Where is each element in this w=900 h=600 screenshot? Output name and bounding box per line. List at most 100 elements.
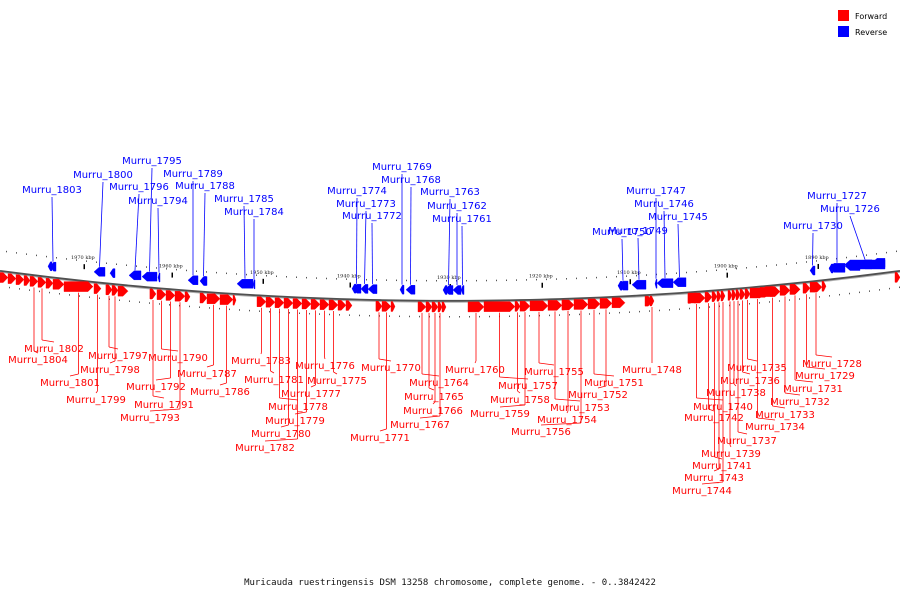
minor-tick-bottom xyxy=(799,298,800,300)
minor-tick-top xyxy=(216,271,217,274)
reverse-gene-arrow xyxy=(617,280,629,291)
minor-tick-top xyxy=(16,252,17,254)
minor-tick-bottom xyxy=(819,296,820,298)
forward-gene-arrow xyxy=(265,297,276,308)
forward-gene-arrow xyxy=(437,301,443,313)
reverse-gene-arrow xyxy=(443,285,454,295)
forward-gene-arrow xyxy=(283,297,294,309)
minor-tick-top xyxy=(126,264,127,266)
minor-tick-bottom xyxy=(159,303,160,305)
minor-tick-top xyxy=(826,259,827,261)
minor-tick-bottom xyxy=(229,308,230,311)
forward-gene-arrow xyxy=(720,290,726,302)
forward-gene-arrow xyxy=(727,290,733,301)
minor-tick-bottom xyxy=(519,315,520,317)
reverse-gene-arrow xyxy=(809,265,816,276)
minor-tick-top xyxy=(806,261,807,263)
minor-tick-top xyxy=(696,271,697,273)
minor-tick-top xyxy=(106,262,107,264)
minor-tick-bottom xyxy=(829,295,830,297)
minor-tick-top xyxy=(26,253,27,255)
minor-tick-bottom xyxy=(749,303,750,305)
forward-gene-leader xyxy=(757,417,776,421)
minor-tick-top xyxy=(476,279,477,282)
minor-tick-bottom xyxy=(129,300,130,302)
minor-tick-bottom xyxy=(59,293,60,295)
forward-gene-leader xyxy=(280,424,289,428)
forward-gene-leader xyxy=(538,362,555,366)
forward-gene-leader xyxy=(701,481,724,485)
reverse-gene-leader xyxy=(677,223,680,278)
forward-gene-label: Murru_1782 xyxy=(235,443,295,454)
forward-gene-leader xyxy=(333,371,338,375)
minor-tick-bottom xyxy=(49,291,50,294)
minor-tick-top xyxy=(576,277,577,280)
minor-tick-top xyxy=(896,250,897,253)
forward-gene-leader xyxy=(733,383,737,387)
minor-tick-bottom xyxy=(459,315,460,318)
minor-tick-bottom xyxy=(649,310,650,312)
forward-gene-arrow xyxy=(431,301,439,313)
forward-gene-label: Murru_1733 xyxy=(755,410,815,421)
reverse-gene-leader xyxy=(448,198,451,286)
minor-tick-bottom xyxy=(199,306,200,308)
forward-gene-leader xyxy=(747,358,758,362)
forward-gene-label: Murru_1739 xyxy=(701,449,761,460)
minor-tick-top xyxy=(816,260,817,262)
reverse-gene-label: Murru_1761 xyxy=(432,214,492,225)
reverse-gene-arrow xyxy=(141,271,158,282)
reverse-gene-arrow xyxy=(199,276,208,286)
minor-tick-bottom xyxy=(589,313,590,315)
forward-gene-arrow xyxy=(199,292,208,304)
reverse-gene-label: Murru_1747 xyxy=(626,186,686,197)
minor-tick-top xyxy=(796,262,797,264)
forward-gene-arrow xyxy=(483,301,516,312)
forward-gene-label: Murru_1738 xyxy=(706,388,766,399)
major-tick xyxy=(541,282,543,288)
minor-tick-top xyxy=(136,265,137,267)
forward-gene-label: Murru_1801 xyxy=(40,378,100,389)
minor-tick-bottom xyxy=(529,315,530,317)
reverse-gene-arrow xyxy=(351,284,362,294)
forward-gene-arrow xyxy=(467,301,485,313)
minor-tick-bottom xyxy=(809,297,810,299)
minor-tick-top xyxy=(186,269,187,272)
forward-gene-leader xyxy=(219,382,227,386)
forward-gene-label: Murru_1776 xyxy=(295,361,355,372)
forward-gene-label: Murru_1759 xyxy=(470,409,530,420)
minor-tick-top xyxy=(436,279,437,282)
forward-gene-arrow xyxy=(529,300,549,312)
forward-gene-leader xyxy=(708,408,715,412)
forward-gene-arrow xyxy=(0,272,9,283)
forward-gene-leader xyxy=(742,371,751,375)
forward-legend-swatch xyxy=(838,10,849,21)
reverse-gene-label: Murru_1774 xyxy=(327,186,387,197)
forward-gene-arrow xyxy=(345,300,353,311)
major-tick xyxy=(726,272,728,278)
forward-gene-arrow xyxy=(23,275,31,286)
minor-tick-top xyxy=(406,279,407,282)
forward-gene-arrow xyxy=(561,299,575,311)
minor-tick-top xyxy=(466,279,467,282)
minor-tick-top xyxy=(176,268,177,271)
minor-tick-top xyxy=(456,279,457,282)
minor-tick-top xyxy=(636,274,637,277)
minor-tick-bottom xyxy=(269,310,270,313)
reverse-gene-arrow xyxy=(187,275,199,285)
genome-caption: Muricauda ruestringensis DSM 13258 chrom… xyxy=(244,578,656,588)
minor-tick-bottom xyxy=(889,287,890,290)
forward-gene-leader xyxy=(378,358,392,362)
forward-gene-arrow xyxy=(45,278,54,289)
forward-gene-leader xyxy=(33,350,39,354)
forward-legend-label: Forward xyxy=(855,12,887,21)
forward-gene-arrow xyxy=(337,300,347,311)
forward-gene-arrow xyxy=(165,290,176,301)
minor-tick-top xyxy=(766,265,767,267)
reverse-gene-label: Murru_1762 xyxy=(427,201,487,212)
reverse-gene-leader xyxy=(371,222,373,285)
reverse-gene-label: Murru_1749 xyxy=(608,226,668,237)
forward-gene-label: Murru_1754 xyxy=(537,415,597,426)
forward-gene-label: Murru_1783 xyxy=(231,356,291,367)
reverse-gene-arrow xyxy=(49,261,57,272)
